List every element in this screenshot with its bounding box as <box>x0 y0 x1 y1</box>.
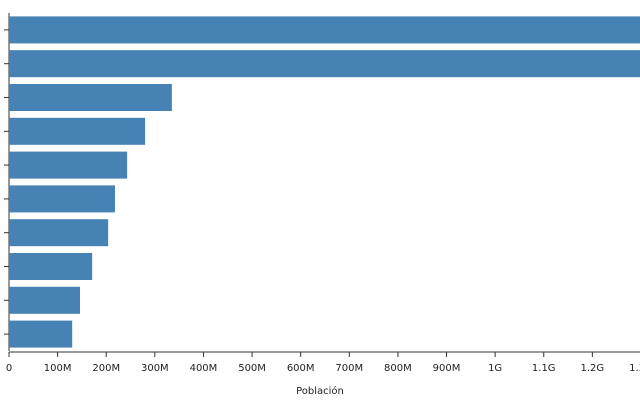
bar <box>9 253 93 280</box>
x-tick-label: 700M <box>335 363 363 374</box>
x-tick-label: 100M <box>44 363 72 374</box>
x-tick-label: 600M <box>287 363 315 374</box>
x-tick-label: 900M <box>433 363 461 374</box>
bar <box>9 16 640 44</box>
bar <box>9 84 172 111</box>
bar <box>9 151 128 179</box>
bar <box>9 286 80 314</box>
x-tick-label: 800M <box>384 363 412 374</box>
x-tick-label: 300M <box>141 363 169 374</box>
bar <box>9 117 146 145</box>
x-tick-label: 1.1G <box>532 363 556 374</box>
x-axis-label: Población <box>296 385 344 397</box>
bar <box>9 320 73 348</box>
bar <box>9 185 115 213</box>
x-tick-label: 200M <box>92 363 120 374</box>
x-tick-label: 0 <box>6 363 12 374</box>
bar <box>9 219 109 247</box>
x-tick-label: 1.3G <box>629 363 640 374</box>
bar <box>9 50 640 78</box>
x-tick-label: 500M <box>238 363 266 374</box>
x-tick-label: 1.2G <box>581 363 605 374</box>
x-tick-label: 400M <box>190 363 218 374</box>
x-tick-label: 1G <box>488 363 502 374</box>
